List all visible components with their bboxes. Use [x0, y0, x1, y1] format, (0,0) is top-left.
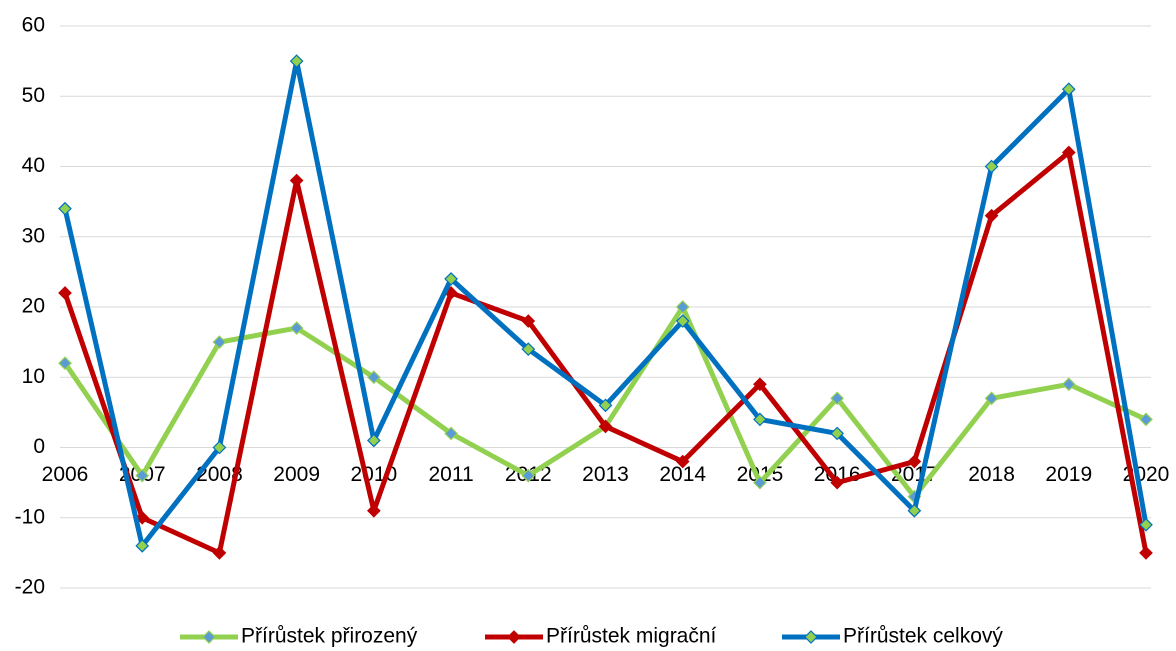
x-tick-label: 2018	[968, 463, 1015, 486]
y-tick-label: 50	[22, 84, 45, 107]
point-marker	[521, 314, 536, 328]
y-tick-label: -20	[15, 576, 45, 599]
x-tick-label: 2009	[273, 463, 320, 486]
legend-marker	[804, 630, 818, 644]
series-line	[62, 149, 1149, 556]
point-marker	[598, 398, 613, 413]
point-marker	[58, 356, 72, 371]
point-marker	[984, 159, 999, 174]
point-marker	[521, 468, 536, 483]
point-marker	[212, 335, 227, 349]
point-marker	[1061, 82, 1076, 97]
y-tick-label: 0	[33, 435, 45, 458]
y-tick-label: 10	[22, 365, 45, 388]
point-marker	[444, 426, 458, 441]
point-marker	[289, 54, 304, 68]
point-marker	[830, 475, 844, 490]
y-tick-label: 30	[22, 224, 45, 247]
point-marker	[984, 208, 999, 223]
legend-label: Přírůstek migrační	[546, 625, 717, 648]
legend-label: Přírůstek přirozený	[241, 625, 418, 648]
point-marker	[367, 433, 381, 448]
point-marker	[753, 377, 767, 392]
y-tick-label: -10	[15, 505, 45, 528]
point-marker	[598, 419, 613, 434]
point-marker	[1139, 412, 1153, 427]
point-marker	[444, 272, 458, 286]
x-tick-label: 2011	[428, 463, 473, 486]
point-marker	[984, 391, 999, 406]
point-marker	[289, 173, 304, 188]
point-marker	[135, 468, 150, 483]
point-marker	[289, 321, 304, 335]
point-marker	[1061, 377, 1076, 392]
point-marker	[1139, 517, 1153, 532]
y-tick-label: 60	[22, 14, 45, 37]
x-tick-label: 2019	[1045, 463, 1092, 486]
x-tick-label: 2006	[42, 463, 89, 486]
point-marker	[675, 454, 690, 469]
point-marker	[367, 370, 381, 385]
point-marker	[907, 454, 922, 469]
x-tick-label: 2008	[196, 463, 243, 486]
point-marker	[367, 503, 381, 518]
y-tick-label: 20	[22, 295, 45, 318]
legend-marker	[202, 630, 216, 644]
point-marker	[675, 314, 690, 328]
point-marker	[907, 503, 922, 518]
x-tick-label: 2013	[582, 463, 629, 486]
x-tick-label: 2014	[659, 463, 706, 486]
point-marker	[212, 440, 227, 455]
point-marker	[830, 426, 844, 441]
legend-marker	[507, 630, 521, 644]
point-marker	[753, 475, 767, 490]
point-marker	[521, 342, 536, 356]
point-marker	[58, 286, 72, 300]
point-marker	[753, 412, 767, 427]
y-tick-label: 40	[22, 154, 45, 177]
point-marker	[212, 546, 227, 560]
point-marker	[830, 391, 844, 406]
point-marker	[675, 300, 690, 314]
point-marker	[1061, 145, 1076, 160]
legend-label: Přírůstek celkový	[843, 625, 1003, 648]
point-marker	[135, 539, 150, 553]
point-marker	[135, 510, 150, 525]
point-marker	[1139, 546, 1153, 560]
point-marker	[58, 201, 72, 216]
